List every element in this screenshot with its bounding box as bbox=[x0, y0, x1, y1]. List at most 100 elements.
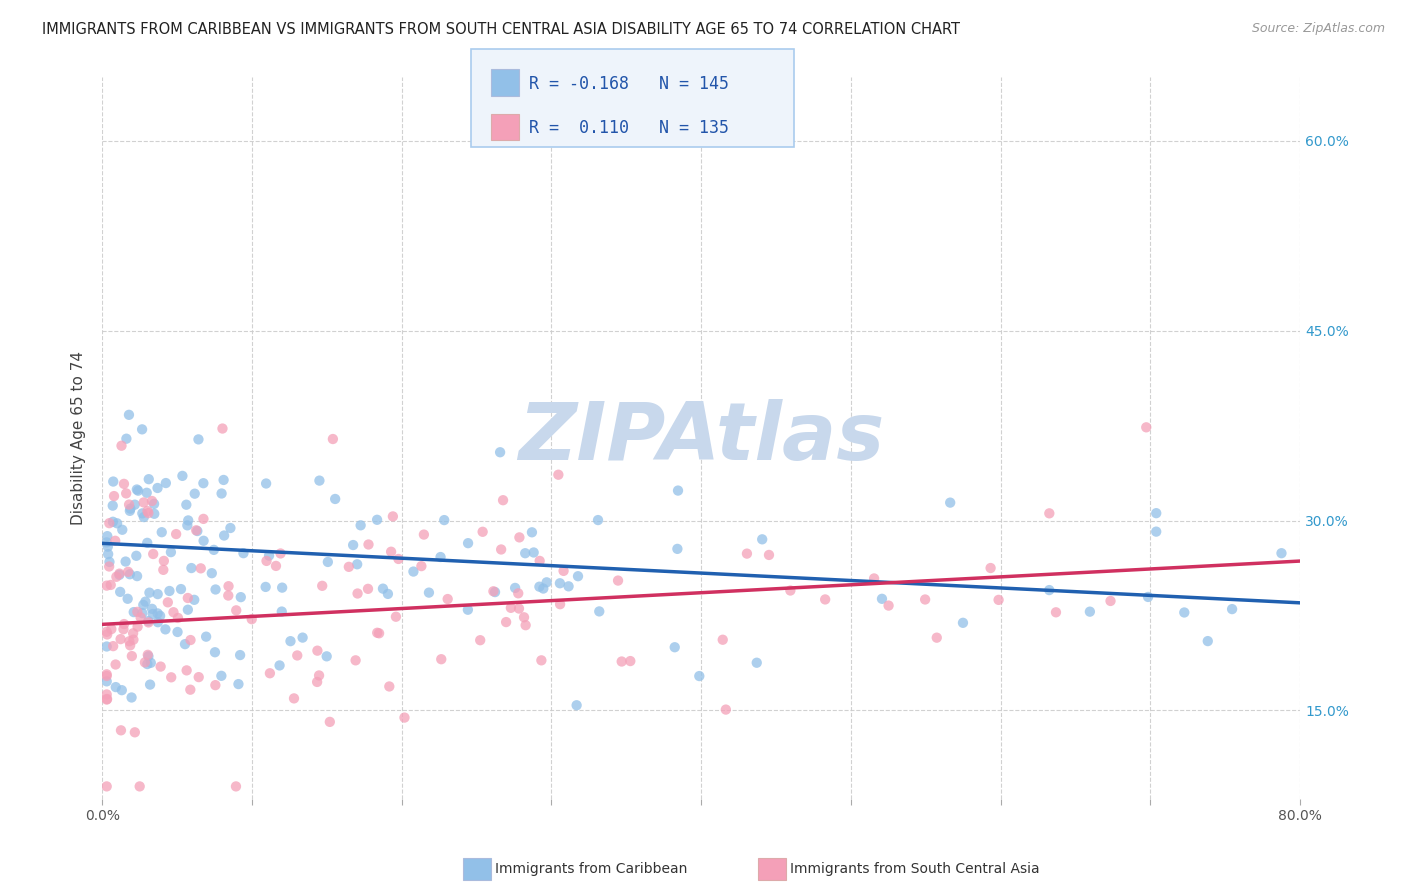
Point bbox=[101, 499, 124, 513]
Point bbox=[212, 528, 235, 542]
Point bbox=[179, 633, 201, 648]
Point bbox=[96, 669, 118, 683]
Point bbox=[149, 659, 172, 673]
Point bbox=[118, 567, 141, 582]
Point bbox=[159, 584, 181, 599]
Point bbox=[489, 445, 512, 459]
Point bbox=[101, 639, 124, 653]
Point bbox=[179, 682, 201, 697]
Point bbox=[758, 548, 780, 562]
Point bbox=[1078, 605, 1101, 619]
Point bbox=[139, 656, 162, 670]
Point bbox=[471, 524, 494, 539]
Point bbox=[122, 626, 145, 640]
Point bbox=[125, 483, 148, 497]
Point bbox=[430, 652, 453, 666]
Point bbox=[112, 476, 135, 491]
Point bbox=[218, 579, 240, 593]
Point bbox=[264, 558, 287, 573]
Point bbox=[122, 605, 145, 619]
Point bbox=[349, 518, 371, 533]
Point bbox=[987, 593, 1010, 607]
Point bbox=[366, 513, 388, 527]
Point bbox=[112, 617, 135, 632]
Point bbox=[308, 474, 330, 488]
Point bbox=[118, 504, 141, 518]
Point bbox=[1038, 583, 1060, 598]
Point bbox=[186, 524, 208, 538]
Point bbox=[141, 602, 163, 616]
Point bbox=[229, 648, 252, 662]
Point bbox=[204, 582, 226, 597]
Point bbox=[136, 657, 159, 671]
Point bbox=[160, 545, 183, 559]
Point bbox=[470, 633, 492, 648]
Point bbox=[124, 498, 146, 512]
Point bbox=[259, 666, 281, 681]
Point bbox=[100, 622, 122, 636]
Point bbox=[939, 495, 962, 509]
Point bbox=[283, 691, 305, 706]
Point bbox=[160, 670, 183, 684]
Point bbox=[108, 566, 131, 581]
Point bbox=[149, 608, 172, 623]
Point bbox=[176, 498, 198, 512]
Point bbox=[105, 516, 128, 531]
Point bbox=[553, 564, 575, 578]
Point bbox=[688, 669, 710, 683]
Point bbox=[129, 610, 152, 624]
Point bbox=[162, 605, 184, 619]
Point bbox=[134, 594, 156, 608]
Point bbox=[121, 649, 143, 664]
Text: ZIPAtlas: ZIPAtlas bbox=[517, 400, 884, 477]
Point bbox=[240, 612, 263, 626]
Point bbox=[357, 537, 380, 551]
Point bbox=[925, 631, 948, 645]
Point bbox=[380, 545, 402, 559]
Point bbox=[1099, 594, 1122, 608]
Point bbox=[307, 675, 329, 690]
Point bbox=[503, 581, 526, 595]
Point bbox=[118, 634, 141, 648]
Point bbox=[666, 541, 689, 556]
Point bbox=[170, 582, 193, 596]
Point bbox=[357, 582, 380, 596]
Point bbox=[176, 518, 198, 533]
Point bbox=[387, 552, 409, 566]
Point bbox=[482, 584, 505, 599]
Point bbox=[125, 549, 148, 563]
Point bbox=[138, 649, 160, 664]
Point bbox=[136, 504, 159, 518]
Point bbox=[495, 615, 517, 629]
Point bbox=[138, 506, 160, 520]
Point bbox=[914, 592, 936, 607]
Point bbox=[433, 513, 456, 527]
Point bbox=[536, 575, 558, 590]
Point bbox=[666, 483, 689, 498]
Point bbox=[146, 481, 169, 495]
Point bbox=[567, 569, 589, 583]
Point bbox=[219, 521, 242, 535]
Point bbox=[711, 632, 734, 647]
Point bbox=[97, 540, 120, 554]
Point bbox=[311, 579, 333, 593]
Point bbox=[177, 591, 200, 605]
Point bbox=[187, 670, 209, 684]
Point bbox=[127, 483, 149, 498]
Point bbox=[177, 603, 200, 617]
Point bbox=[211, 421, 233, 435]
Point bbox=[346, 558, 368, 572]
Point bbox=[499, 600, 522, 615]
Point bbox=[135, 485, 157, 500]
Point bbox=[193, 476, 215, 491]
Point bbox=[492, 493, 515, 508]
Point bbox=[132, 495, 155, 509]
Point bbox=[120, 501, 142, 516]
Point bbox=[174, 637, 197, 651]
Point bbox=[104, 533, 127, 548]
Point bbox=[96, 640, 118, 654]
Point bbox=[508, 586, 530, 600]
Point bbox=[98, 555, 121, 569]
Point bbox=[98, 516, 121, 531]
Point bbox=[110, 632, 132, 647]
